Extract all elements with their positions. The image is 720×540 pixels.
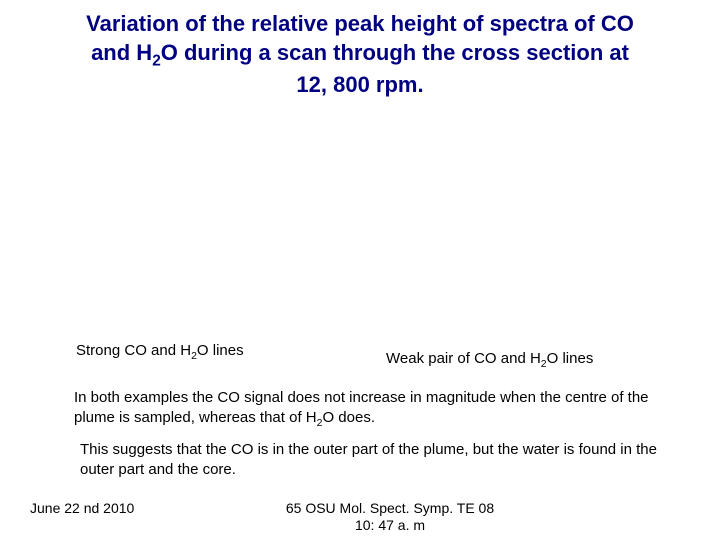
slide: Variation of the relative peak height of… <box>0 0 720 540</box>
caption-left: Strong CO and H2O lines <box>76 342 244 362</box>
paragraph-2: This suggests that the CO is in the oute… <box>80 440 660 479</box>
caption-left-suffix: O lines <box>197 342 244 359</box>
title-line2-sub: 2 <box>152 52 161 69</box>
title-line2-prefix: and H <box>91 40 152 65</box>
caption-right-prefix: Weak pair of CO and H <box>386 350 541 367</box>
title-line-1: Variation of the relative peak height of… <box>40 10 680 39</box>
paragraph-1: In both examples the CO signal does not … <box>74 388 664 430</box>
slide-title: Variation of the relative peak height of… <box>40 10 680 100</box>
title-line-2: and H2O during a scan through the cross … <box>40 39 680 71</box>
caption-right: Weak pair of CO and H2O lines <box>386 350 593 370</box>
title-line2-suffix: O during a scan through the cross sectio… <box>161 40 629 65</box>
footer-center-line1: 65 OSU Mol. Spect. Symp. TE 08 <box>270 500 510 517</box>
footer-date: June 22 nd 2010 <box>30 500 134 516</box>
footer-center: 65 OSU Mol. Spect. Symp. TE 08 10: 47 a.… <box>270 500 510 534</box>
caption-right-suffix: O lines <box>547 350 594 367</box>
para1-suffix: O does. <box>322 409 375 426</box>
caption-left-prefix: Strong CO and H <box>76 342 191 359</box>
title-line-3: 12, 800 rpm. <box>40 71 680 100</box>
footer-center-line2: 10: 47 a. m <box>270 517 510 534</box>
